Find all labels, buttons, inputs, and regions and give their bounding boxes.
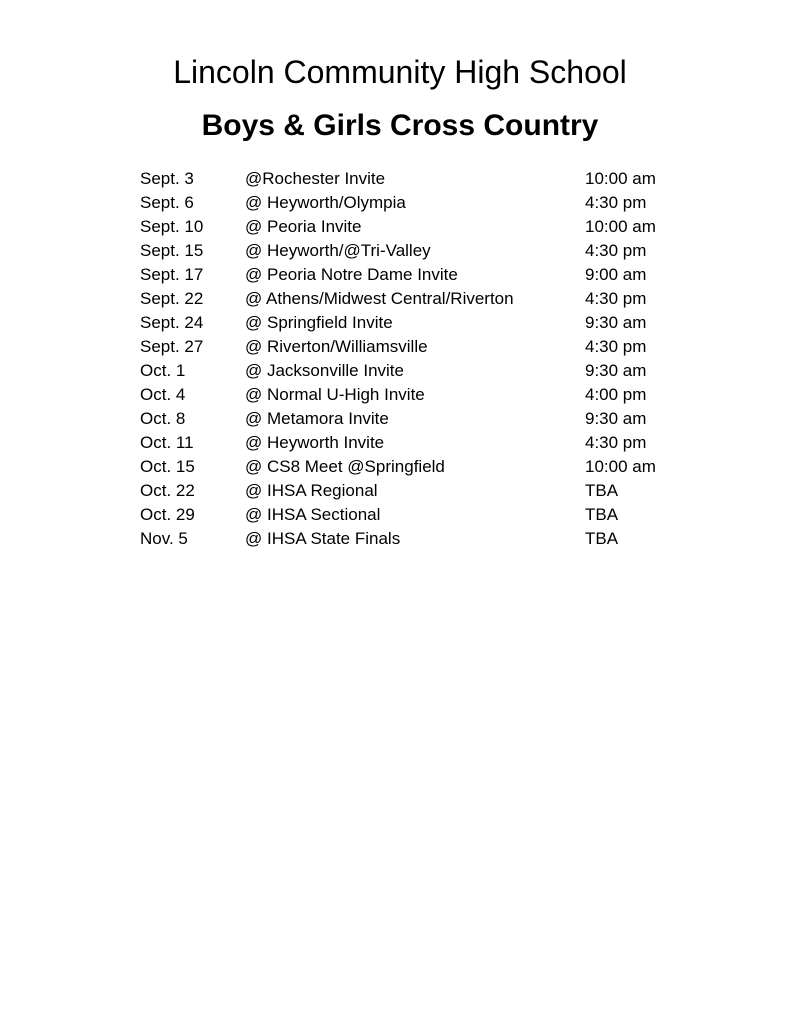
time-cell: TBA [585,529,619,548]
event-cell: @Rochester Invite [245,169,386,188]
time-cell: 4:00 pm [585,385,647,404]
date-cell: Sept. 17 [140,265,204,284]
date-cell: Nov. 5 [140,529,188,548]
time-cell: 4:30 pm [585,289,647,308]
schedule-table: Sept. 3 @Rochester Invite 10:00 am Sept.… [140,167,700,551]
page-subtitle: Boys & Girls Cross Country [201,109,599,142]
table-row: Sept. 27 @ Riverton/Williamsville 4:30 p… [140,335,700,359]
time-cell: TBA [585,505,619,524]
event-cell: @ Peoria Notre Dame Invite [245,265,458,284]
event-cell: @ Heyworth/Olympia [245,193,406,212]
date-cell: Oct. 29 [140,505,195,524]
time-cell: 10:00 am [585,169,656,188]
date-cell: Sept. 10 [140,217,204,236]
event-cell: @ Springfield Invite [245,313,393,332]
time-cell: 10:00 am [585,457,656,476]
event-cell: @ IHSA Regional [245,481,378,500]
event-cell: @ Riverton/Williamsville [245,337,428,356]
table-row: Sept. 24 @ Springfield Invite 9:30 am [140,311,700,335]
date-cell: Oct. 22 [140,481,195,500]
date-cell: Oct. 15 [140,457,195,476]
table-row: Oct. 8 @ Metamora Invite 9:30 am [140,407,700,431]
time-cell: 4:30 pm [585,241,647,260]
event-cell: @ Athens/Midwest Central/Riverton [245,289,514,308]
table-row: Nov. 5 @ IHSA State Finals TBA [140,527,700,551]
date-cell: Sept. 24 [140,313,204,332]
table-row: Oct. 22 @ IHSA Regional TBA [140,479,700,503]
table-row: Sept. 17 @ Peoria Notre Dame Invite 9:00… [140,263,700,287]
date-cell: Oct. 4 [140,385,186,404]
time-cell: TBA [585,481,619,500]
event-cell: @ CS8 Meet @Springfield [245,457,445,476]
table-row: Sept. 6 @ Heyworth/Olympia 4:30 pm [140,191,700,215]
date-cell: Sept. 27 [140,337,204,356]
table-row: Sept. 22 @ Athens/Midwest Central/Rivert… [140,287,700,311]
event-cell: @ IHSA State Finals [245,529,401,548]
table-row: Oct. 11 @ Heyworth Invite 4:30 pm [140,431,700,455]
time-cell: 10:00 am [585,217,656,236]
date-cell: Sept. 15 [140,241,204,260]
date-cell: Sept. 22 [140,289,204,308]
event-cell: @ Heyworth/@Tri-Valley [245,241,431,260]
date-cell: Oct. 1 [140,361,186,380]
time-cell: 9:00 am [585,265,647,284]
time-cell: 4:30 pm [585,337,647,356]
time-cell: 4:30 pm [585,433,647,452]
table-row: Sept. 15 @ Heyworth/@Tri-Valley 4:30 pm [140,239,700,263]
event-cell: @ Heyworth Invite [245,433,385,452]
date-cell: Sept. 3 [140,169,194,188]
table-row: Oct. 1 @ Jacksonville Invite 9:30 am [140,359,700,383]
table-row: Oct. 29 @ IHSA Sectional TBA [140,503,700,527]
date-cell: Oct. 8 [140,409,186,428]
time-cell: 9:30 am [585,313,647,332]
date-cell: Oct. 11 [140,433,194,452]
event-cell: @ Metamora Invite [245,409,389,428]
date-cell: Sept. 6 [140,193,194,212]
event-cell: @ IHSA Sectional [245,505,381,524]
time-cell: 4:30 pm [585,193,647,212]
event-cell: @ Jacksonville Invite [245,361,404,380]
table-row: Oct. 4 @ Normal U-High Invite 4:00 pm [140,383,700,407]
table-row: Oct. 15 @ CS8 Meet @Springfield 10:00 am [140,455,700,479]
page-title: Lincoln Community High School [173,54,627,90]
table-row: Sept. 3 @Rochester Invite 10:00 am [140,167,700,191]
table-row: Sept. 10 @ Peoria Invite 10:00 am [140,215,700,239]
event-cell: @ Peoria Invite [245,217,362,236]
event-cell: @ Normal U-High Invite [245,385,425,404]
time-cell: 9:30 am [585,361,647,380]
time-cell: 9:30 am [585,409,647,428]
